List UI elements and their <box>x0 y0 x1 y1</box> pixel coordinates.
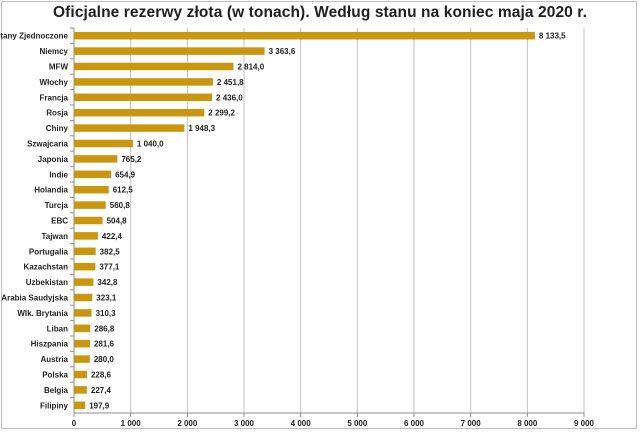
x-tick-label: 3 000 <box>234 419 255 428</box>
bar <box>74 355 90 363</box>
category-label: Uzbekistan <box>26 278 68 287</box>
data-label: 227,4 <box>91 386 112 395</box>
category-label: EBC <box>51 217 68 226</box>
x-tick-label: 2 000 <box>177 419 198 428</box>
bar <box>74 124 185 132</box>
data-label: 422,4 <box>102 232 123 241</box>
bar <box>74 139 133 148</box>
data-label: 377,1 <box>99 263 120 272</box>
data-label: 342,8 <box>97 278 118 287</box>
bar <box>74 339 90 348</box>
data-label: 323,1 <box>96 294 117 303</box>
bar <box>74 324 91 333</box>
bar <box>74 293 93 302</box>
bar <box>74 201 106 209</box>
data-label: 612,5 <box>113 186 134 195</box>
bar <box>74 370 87 379</box>
bar <box>74 185 109 194</box>
category-label: Kazachstan <box>24 263 69 272</box>
x-tick-label: 7 000 <box>461 419 482 428</box>
category-label: Holandia <box>34 186 68 195</box>
data-label: 504,8 <box>107 217 128 226</box>
bar <box>74 232 98 240</box>
category-label: Stany Zjednoczone <box>0 32 69 41</box>
bar <box>74 62 234 71</box>
category-label: Niemcy <box>40 47 69 56</box>
bar <box>74 278 94 286</box>
bar <box>74 262 96 271</box>
bar <box>74 108 205 117</box>
data-label: 654,9 <box>115 170 136 179</box>
data-label: 1 948,3 <box>188 124 215 133</box>
category-label: Tajwan <box>41 232 68 241</box>
data-label: 281,6 <box>94 340 115 349</box>
bar <box>74 170 112 179</box>
category-label: Austria <box>40 355 68 364</box>
bar <box>74 247 96 256</box>
data-label: 286,8 <box>94 324 115 333</box>
data-label: 2 451,8 <box>217 78 244 87</box>
data-label: 2 814,0 <box>237 63 264 72</box>
data-label: 1 040,0 <box>137 140 164 149</box>
data-label: 280,0 <box>94 355 115 364</box>
bar <box>74 47 265 55</box>
category-label: Szwajcaria <box>27 140 68 149</box>
bar <box>74 309 92 317</box>
category-label: Rosja <box>46 109 68 118</box>
x-tick-label: 4 000 <box>291 419 312 428</box>
category-label: Turcja <box>45 201 69 210</box>
x-tick-label: 6 000 <box>404 419 425 428</box>
data-label: 382,5 <box>100 247 121 256</box>
data-label: 228,6 <box>91 371 112 380</box>
category-label: Hiszpania <box>31 340 69 349</box>
data-label: 765,2 <box>121 155 142 164</box>
category-label: Filipiny <box>40 401 69 410</box>
category-label: Japonia <box>38 155 69 164</box>
category-label: Portugalia <box>29 247 69 256</box>
bar <box>74 155 118 163</box>
category-label: Włochy <box>40 78 69 87</box>
category-label: Chiny <box>46 124 69 133</box>
category-label: Indie <box>49 170 68 179</box>
category-label: Francja <box>40 93 69 102</box>
chart-title: Oficjalne rezerwy złota (w tonach). Wedł… <box>53 4 587 21</box>
category-label: MFW <box>49 63 69 72</box>
bar <box>74 31 535 40</box>
data-label: 2 299,2 <box>208 109 235 118</box>
category-label: Liban <box>47 324 68 333</box>
bar <box>74 401 86 410</box>
data-label: 310,3 <box>96 309 117 318</box>
category-label: Wlk. Brytania <box>17 309 68 318</box>
data-label: 2 436,0 <box>216 93 243 102</box>
bar <box>74 386 87 394</box>
data-label: 8 133,5 <box>539 32 566 41</box>
data-label: 197,9 <box>89 401 110 410</box>
data-label: 560,8 <box>110 201 131 210</box>
x-tick-label: 1 000 <box>121 419 142 428</box>
x-tick-label: 9 000 <box>574 419 595 428</box>
category-label: Belgia <box>44 386 69 395</box>
category-label: Arabia Saudyjska <box>1 294 68 303</box>
x-tick-label: 8 000 <box>517 419 538 428</box>
bar <box>74 216 103 225</box>
category-label: Polska <box>42 371 68 380</box>
x-tick-label: 0 <box>72 419 77 428</box>
bar <box>74 78 213 86</box>
bar <box>74 93 213 102</box>
x-tick-label: 5 000 <box>347 419 368 428</box>
data-label: 3 363,6 <box>269 47 296 56</box>
